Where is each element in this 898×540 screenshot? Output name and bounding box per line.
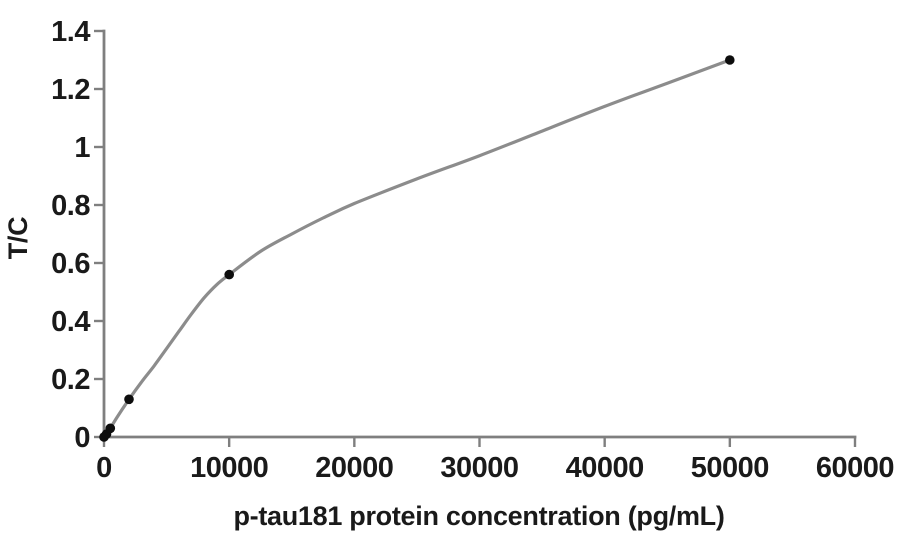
data-point (105, 423, 116, 434)
data-point (224, 269, 234, 280)
y-tick-label: 1.4 (51, 16, 90, 48)
x-tick-label: 60000 (816, 452, 894, 484)
y-tick-label: 1.2 (51, 74, 90, 106)
data-point (124, 394, 134, 405)
y-tick-label: 1 (74, 132, 90, 164)
y-tick-label: 0 (74, 422, 90, 454)
data-point (725, 55, 735, 65)
y-tick-label: 0.4 (51, 306, 90, 338)
x-tick-label: 50000 (691, 452, 769, 484)
y-tick-label: 0.2 (51, 364, 90, 396)
x-tick-label: 40000 (566, 452, 644, 484)
y-tick-label: 0.6 (51, 248, 90, 280)
x-axis-title: p-tau181 protein concentration (pg/mL) (233, 501, 724, 531)
x-tick-label: 30000 (440, 452, 518, 484)
x-tick-label: 20000 (315, 452, 393, 484)
x-tick-label: 10000 (190, 452, 268, 484)
y-axis-title: T/C (3, 217, 33, 260)
y-tick-label: 0.8 (51, 190, 90, 222)
x-tick-label: 0 (96, 452, 112, 484)
trend-line (102, 58, 732, 439)
